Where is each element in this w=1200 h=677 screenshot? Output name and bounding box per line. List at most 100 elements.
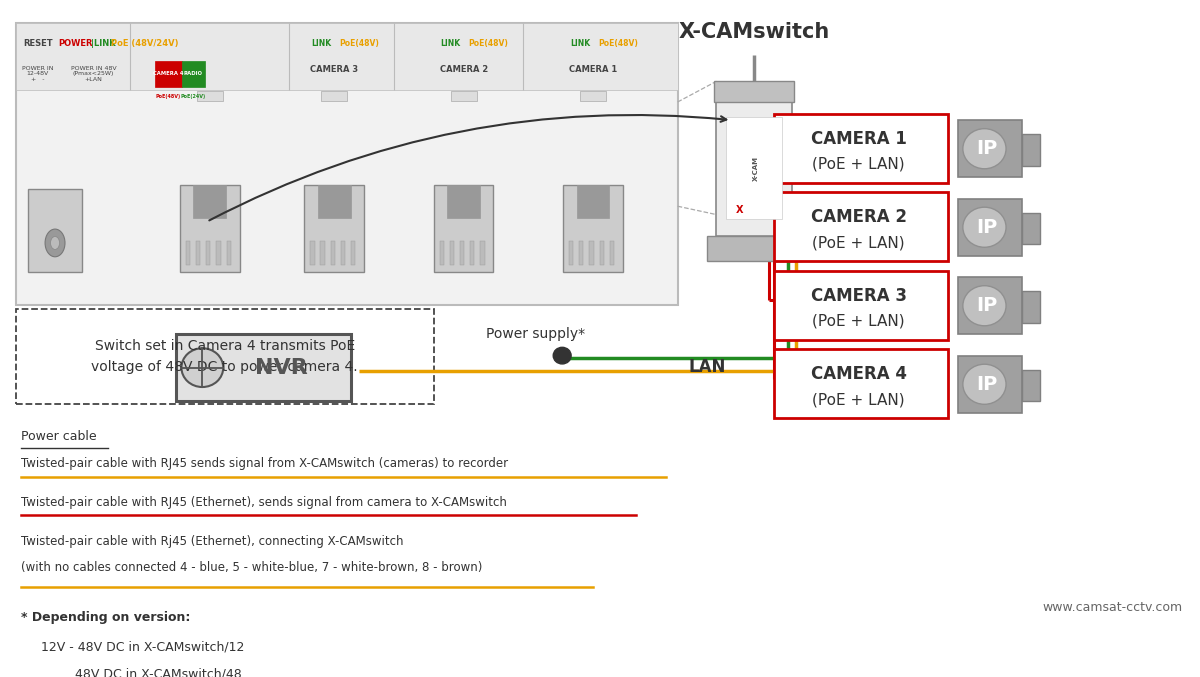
Text: * Depending on version:: * Depending on version:	[20, 611, 190, 624]
Text: NVR: NVR	[256, 357, 308, 378]
Text: Power cable: Power cable	[20, 429, 96, 443]
Ellipse shape	[46, 229, 65, 257]
FancyBboxPatch shape	[180, 185, 240, 273]
Text: IP: IP	[977, 139, 997, 158]
Text: Twisted-pair cable with RJ45 sends signal from X-CAMswitch (cameras) to recorder: Twisted-pair cable with RJ45 sends signa…	[20, 457, 508, 471]
FancyBboxPatch shape	[311, 241, 314, 265]
Text: CAMERA 4: CAMERA 4	[154, 71, 184, 77]
FancyBboxPatch shape	[206, 241, 210, 265]
FancyBboxPatch shape	[16, 309, 433, 403]
FancyBboxPatch shape	[959, 198, 1022, 256]
Text: (PoE + LAN): (PoE + LAN)	[812, 314, 905, 329]
FancyBboxPatch shape	[460, 241, 464, 265]
FancyBboxPatch shape	[774, 349, 948, 418]
FancyBboxPatch shape	[480, 241, 485, 265]
Text: RADIO: RADIO	[184, 71, 203, 77]
Circle shape	[962, 129, 1006, 169]
Text: PoE(48V): PoE(48V)	[156, 93, 181, 99]
Text: IP: IP	[977, 375, 997, 394]
Circle shape	[553, 347, 571, 364]
FancyBboxPatch shape	[569, 241, 574, 265]
FancyBboxPatch shape	[28, 190, 83, 273]
Circle shape	[181, 348, 223, 387]
Text: PoE(48V): PoE(48V)	[340, 39, 379, 48]
FancyBboxPatch shape	[589, 241, 594, 265]
FancyBboxPatch shape	[305, 185, 364, 273]
FancyBboxPatch shape	[470, 241, 474, 265]
Ellipse shape	[50, 236, 60, 249]
Text: CAMERA 1: CAMERA 1	[569, 65, 617, 74]
Circle shape	[962, 207, 1006, 247]
FancyBboxPatch shape	[350, 241, 355, 265]
FancyBboxPatch shape	[774, 192, 948, 261]
FancyBboxPatch shape	[959, 277, 1022, 334]
FancyBboxPatch shape	[318, 185, 350, 218]
FancyBboxPatch shape	[1022, 135, 1040, 166]
Text: PoE(48V): PoE(48V)	[469, 39, 509, 48]
FancyBboxPatch shape	[182, 61, 205, 87]
Circle shape	[962, 364, 1006, 404]
Text: (PoE + LAN): (PoE + LAN)	[812, 236, 905, 250]
Text: LINK: LINK	[311, 39, 331, 48]
Text: LINK: LINK	[570, 39, 590, 48]
Text: Twisted-pair cable with RJ45 (Ethernet), sends signal from camera to X-CAMswitch: Twisted-pair cable with RJ45 (Ethernet),…	[20, 496, 506, 509]
FancyBboxPatch shape	[577, 185, 610, 218]
FancyBboxPatch shape	[433, 185, 493, 273]
Text: POWER: POWER	[58, 39, 92, 48]
Text: Twisted-pair cable with Rj45 (Ethernet), connecting X-CAMswitch: Twisted-pair cable with Rj45 (Ethernet),…	[20, 535, 403, 548]
Text: CAMERA 4: CAMERA 4	[811, 365, 907, 383]
Text: RESET: RESET	[23, 39, 53, 48]
Text: 12V - 48V DC in X-CAMswitch/12: 12V - 48V DC in X-CAMswitch/12	[32, 640, 244, 653]
FancyBboxPatch shape	[176, 334, 350, 401]
FancyBboxPatch shape	[448, 185, 480, 218]
FancyBboxPatch shape	[197, 91, 223, 101]
FancyBboxPatch shape	[726, 117, 782, 219]
FancyBboxPatch shape	[774, 271, 948, 340]
FancyBboxPatch shape	[600, 241, 604, 265]
FancyBboxPatch shape	[155, 61, 182, 87]
FancyBboxPatch shape	[341, 241, 344, 265]
FancyBboxPatch shape	[216, 241, 221, 265]
Text: PoE(48V): PoE(48V)	[598, 39, 638, 48]
FancyBboxPatch shape	[196, 241, 200, 265]
Text: CAMERA 2: CAMERA 2	[811, 208, 907, 226]
FancyBboxPatch shape	[959, 355, 1022, 413]
Text: CAMERA 2: CAMERA 2	[439, 65, 487, 74]
FancyBboxPatch shape	[451, 91, 476, 101]
FancyBboxPatch shape	[227, 241, 230, 265]
Circle shape	[962, 286, 1006, 326]
Text: LINK: LINK	[440, 39, 461, 48]
Text: Switch set in Camera 4 transmits PoE
voltage of 48V DC to power camera 4.: Switch set in Camera 4 transmits PoE vol…	[91, 339, 358, 374]
FancyBboxPatch shape	[193, 185, 227, 218]
Text: POWER IN 48V
(Pmax<25W)
+LAN: POWER IN 48V (Pmax<25W) +LAN	[71, 66, 116, 82]
Text: CAMERA 1: CAMERA 1	[811, 129, 907, 148]
Text: LAN: LAN	[689, 357, 726, 376]
FancyBboxPatch shape	[1022, 213, 1040, 244]
Text: X: X	[736, 204, 743, 215]
FancyBboxPatch shape	[716, 102, 792, 236]
FancyBboxPatch shape	[186, 241, 190, 265]
FancyBboxPatch shape	[714, 81, 794, 102]
Text: |LINK: |LINK	[91, 39, 115, 48]
Text: POWER IN
12-48V
+   -: POWER IN 12-48V + -	[22, 66, 53, 82]
Text: IP: IP	[977, 297, 997, 315]
Text: CAMERA 3: CAMERA 3	[811, 286, 907, 305]
Text: Power supply*: Power supply*	[486, 328, 584, 341]
FancyBboxPatch shape	[774, 114, 948, 183]
Text: 48V DC in X-CAMswitch/48: 48V DC in X-CAMswitch/48	[76, 668, 242, 677]
FancyBboxPatch shape	[322, 91, 347, 101]
FancyBboxPatch shape	[320, 241, 325, 265]
Text: (PoE + LAN): (PoE + LAN)	[812, 157, 905, 172]
FancyBboxPatch shape	[16, 23, 678, 89]
Text: X-CAMswitch: X-CAMswitch	[679, 22, 830, 43]
Text: PoE (48V/24V): PoE (48V/24V)	[112, 39, 179, 48]
Text: CAMERA 3: CAMERA 3	[310, 65, 359, 74]
Text: (PoE + LAN): (PoE + LAN)	[812, 393, 905, 408]
FancyBboxPatch shape	[1022, 291, 1040, 323]
FancyBboxPatch shape	[1022, 370, 1040, 401]
FancyBboxPatch shape	[450, 241, 454, 265]
Text: www.camsat-cctv.com: www.camsat-cctv.com	[1042, 601, 1182, 614]
Text: (with no cables connected 4 - blue, 5 - white-blue, 7 - white-brown, 8 - brown): (with no cables connected 4 - blue, 5 - …	[20, 561, 482, 573]
Text: IP: IP	[977, 218, 997, 237]
FancyBboxPatch shape	[580, 241, 583, 265]
